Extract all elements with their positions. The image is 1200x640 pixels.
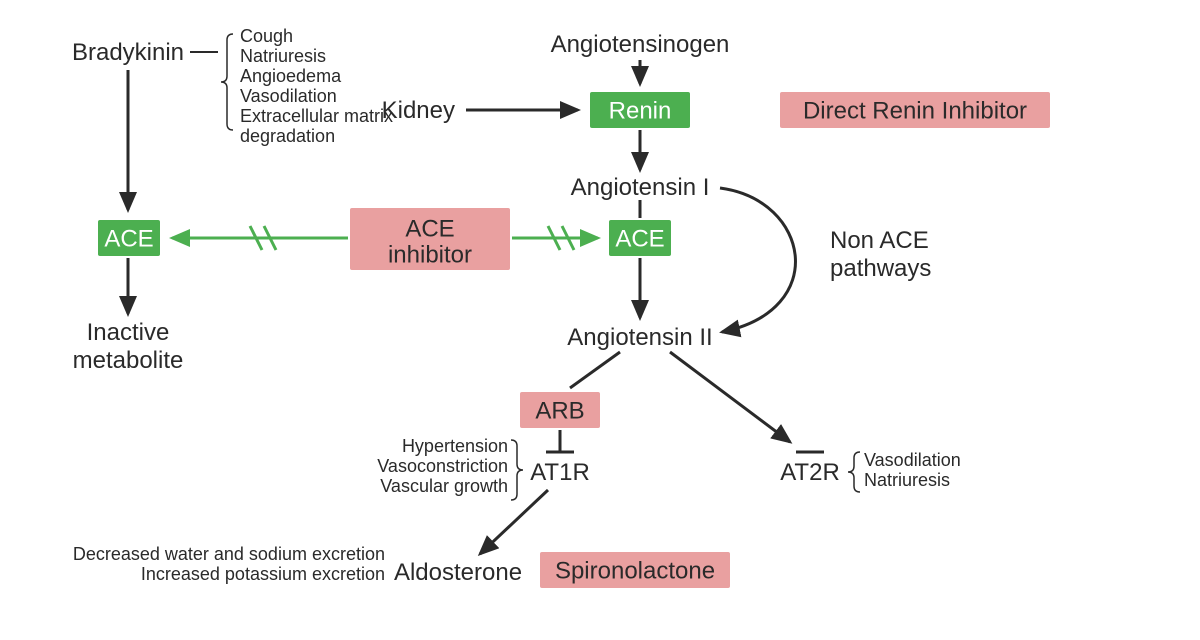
node-at1r: AT1R xyxy=(530,459,590,486)
svg-text:Vasoconstriction: Vasoconstriction xyxy=(377,456,508,476)
brace-bradykinin xyxy=(221,34,233,130)
brace-at2r xyxy=(848,452,860,492)
box-ace-right: ACE xyxy=(609,220,671,256)
svg-text:Direct Renin Inhibitor: Direct Renin Inhibitor xyxy=(803,97,1027,124)
box-ace-left: ACE xyxy=(98,220,160,256)
raas-diagram: Bradykinin Angiotensinogen Kidney Angiot… xyxy=(0,0,1200,640)
svg-text:Increased potassium excretion: Increased potassium excretion xyxy=(141,564,385,584)
svg-text:ARB: ARB xyxy=(535,397,584,424)
brace-at1r xyxy=(511,440,523,500)
svg-text:Natriuresis: Natriuresis xyxy=(864,470,950,490)
effects-bradykinin: Cough Natriuresis Angioedema Vasodilatio… xyxy=(240,26,393,146)
box-dri: Direct Renin Inhibitor xyxy=(780,92,1050,128)
svg-text:Extracellular matrix: Extracellular matrix xyxy=(240,106,393,126)
box-ace-inhibitor: ACE inhibitor xyxy=(350,208,510,270)
svg-text:ACE: ACE xyxy=(405,215,454,242)
box-renin: Renin xyxy=(590,92,690,128)
svg-text:Cough: Cough xyxy=(240,26,293,46)
node-angiotensin2: Angiotensin II xyxy=(567,324,712,351)
svg-text:Vasodilation: Vasodilation xyxy=(240,86,337,106)
svg-text:Vascular growth: Vascular growth xyxy=(380,476,508,496)
svg-text:Natriuresis: Natriuresis xyxy=(240,46,326,66)
svg-text:ACE: ACE xyxy=(104,225,153,252)
node-inactive-2: metabolite xyxy=(73,347,184,374)
svg-text:Decreased water and sodium exc: Decreased water and sodium excretion xyxy=(73,544,385,564)
svg-text:degradation: degradation xyxy=(240,126,335,146)
node-nonace-1: Non ACE xyxy=(830,227,929,254)
svg-text:Angioedema: Angioedema xyxy=(240,66,342,86)
effects-aldosterone: Decreased water and sodium excretion Inc… xyxy=(73,544,385,584)
node-at2r: AT2R xyxy=(780,459,840,486)
node-nonace-2: pathways xyxy=(830,255,931,282)
box-spironolactone: Spironolactone xyxy=(540,552,730,588)
box-arb: ARB xyxy=(520,392,600,428)
inhibition-bars xyxy=(546,430,824,452)
node-aldosterone: Aldosterone xyxy=(394,559,522,586)
effects-at1r: Hypertension Vasoconstriction Vascular g… xyxy=(377,436,508,496)
node-angiotensin1: Angiotensin I xyxy=(571,174,710,201)
svg-text:Renin: Renin xyxy=(609,97,672,124)
effects-at2r: Vasodilation Natriuresis xyxy=(864,450,961,490)
svg-text:ACE: ACE xyxy=(615,225,664,252)
node-inactive-1: Inactive xyxy=(87,319,170,346)
svg-text:Spironolactone: Spironolactone xyxy=(555,557,715,584)
svg-text:Vasodilation: Vasodilation xyxy=(864,450,961,470)
svg-text:Hypertension: Hypertension xyxy=(402,436,508,456)
svg-text:inhibitor: inhibitor xyxy=(388,241,472,268)
node-angiotensinogen: Angiotensinogen xyxy=(551,31,730,58)
node-bradykinin: Bradykinin xyxy=(72,39,184,66)
